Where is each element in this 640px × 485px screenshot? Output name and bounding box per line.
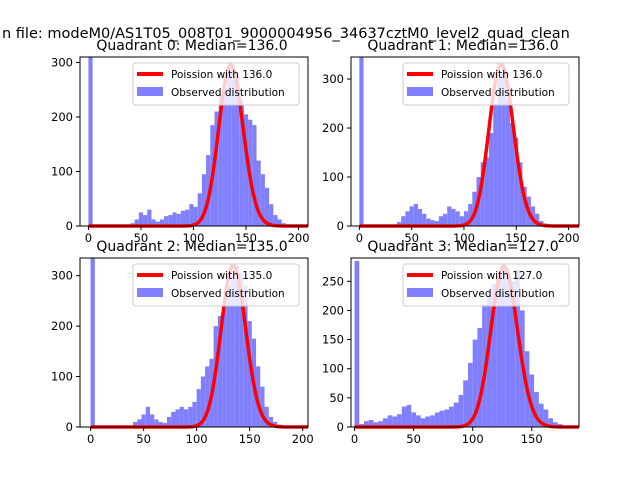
histogram-bar	[449, 407, 454, 427]
histogram-bar	[180, 407, 184, 427]
legend-hist-swatch	[137, 87, 163, 96]
y-tick-label: 250	[322, 274, 344, 288]
histogram-bar	[142, 414, 146, 427]
histogram-bar	[175, 409, 179, 427]
histogram-bar	[192, 402, 196, 427]
histogram-bar	[410, 206, 414, 226]
x-tick-label: 50	[136, 432, 151, 446]
y-tick-label: 100	[322, 362, 344, 376]
histogram-bar	[440, 411, 445, 427]
legend-hist-label: Observed distribution	[441, 87, 555, 99]
histogram-bar	[414, 204, 418, 226]
subplot-title: Quadrant 2: Median=135.0	[96, 239, 287, 255]
y-tick-label: 0	[337, 420, 344, 434]
histogram-bar	[454, 403, 459, 427]
histogram-bar	[252, 125, 256, 226]
histogram-bar	[451, 209, 455, 226]
subplot-title: Quadrant 0: Median=136.0	[96, 38, 287, 54]
histogram-bar	[397, 414, 402, 427]
y-tick-label: 300	[51, 269, 73, 283]
histogram-bar	[91, 258, 95, 427]
histogram-bar	[456, 211, 460, 226]
legend: Poission with 136.0 Observed distributio…	[133, 63, 299, 105]
legend: Poission with 127.0 Observed distributio…	[403, 264, 569, 306]
histogram-bar	[422, 214, 426, 226]
legend: Poission with 135.0 Observed distributio…	[133, 264, 299, 306]
histogram-bar	[405, 211, 409, 226]
histogram-bar	[493, 104, 497, 226]
y-tick-label: 0	[66, 219, 73, 233]
legend-fit-label: Poission with 135.0	[171, 270, 272, 282]
legend-fit-label: Poission with 136.0	[171, 69, 272, 81]
subplot-title: Quadrant 1: Median=136.0	[367, 38, 558, 54]
histogram-bar	[506, 99, 510, 226]
y-tick-label: 0	[66, 420, 73, 434]
legend-hist-swatch	[407, 288, 433, 297]
x-tick-label: 0	[356, 231, 363, 245]
legend: Poission with 136.0 Observed distributio…	[403, 63, 569, 105]
x-tick-label: 0	[85, 231, 92, 245]
histogram-bar	[355, 261, 360, 427]
histogram-bar	[359, 57, 363, 226]
histogram-bar	[185, 210, 189, 226]
legend-hist-swatch	[137, 288, 163, 297]
y-tick-label: 50	[329, 391, 344, 405]
y-tick-label: 200	[51, 110, 73, 124]
y-tick-label: 100	[322, 170, 344, 184]
histogram-bar	[447, 206, 451, 226]
y-tick-label: 100	[51, 370, 73, 384]
x-tick-label: 150	[521, 432, 543, 446]
y-tick-label: 300	[51, 55, 73, 69]
histogram-bar	[443, 214, 447, 226]
histogram-bar	[181, 211, 185, 226]
y-tick-label: 0	[337, 219, 344, 233]
y-tick-label: 300	[322, 72, 344, 86]
histogram-bar	[435, 412, 440, 427]
legend-fit-label: Poission with 127.0	[441, 270, 542, 282]
histogram-bar	[139, 212, 143, 226]
histogram-bar	[459, 395, 464, 427]
histogram-bar	[411, 412, 416, 427]
x-tick-label: 200	[288, 231, 310, 245]
histogram-bar	[189, 204, 193, 226]
legend-hist-label: Observed distribution	[171, 288, 285, 300]
histogram-bar	[444, 410, 449, 427]
histogram-bar	[188, 407, 192, 427]
histogram-bar	[463, 380, 468, 427]
legend-hist-swatch	[407, 87, 433, 96]
histogram-bar	[177, 214, 181, 226]
legend-hist-label: Observed distribution	[171, 87, 285, 99]
y-tick-label: 150	[322, 333, 344, 347]
histogram-bar	[147, 210, 151, 226]
x-tick-label: 100	[462, 432, 484, 446]
y-tick-label: 200	[51, 319, 73, 333]
histogram-bar	[223, 87, 227, 226]
x-tick-label: 100	[186, 432, 208, 446]
histogram-bar	[489, 133, 493, 226]
histogram-bar	[407, 405, 412, 427]
histogram-bar	[150, 414, 154, 427]
histogram-bar	[184, 409, 188, 427]
legend-fit-label: Poission with 136.0	[441, 69, 542, 81]
histogram-bar	[88, 57, 92, 226]
subplot-title: Quadrant 3: Median=127.0	[367, 239, 558, 255]
histogram-bar	[226, 286, 230, 427]
x-tick-label: 50	[406, 432, 421, 446]
histogram-bar	[477, 328, 482, 427]
y-tick-label: 200	[322, 121, 344, 135]
x-tick-label: 200	[558, 231, 580, 245]
y-tick-label: 200	[322, 303, 344, 317]
y-tick-label: 100	[51, 164, 73, 178]
legend-hist-label: Observed distribution	[441, 288, 555, 300]
histogram-bar	[171, 412, 175, 427]
x-tick-label: 150	[239, 432, 261, 446]
histogram-bar	[418, 209, 422, 226]
histogram-bar	[146, 407, 150, 427]
x-tick-label: 0	[351, 432, 358, 446]
x-tick-label: 200	[292, 432, 314, 446]
histogram-bar	[172, 212, 176, 226]
x-tick-label: 0	[87, 432, 94, 446]
histogram-bar	[402, 407, 407, 427]
